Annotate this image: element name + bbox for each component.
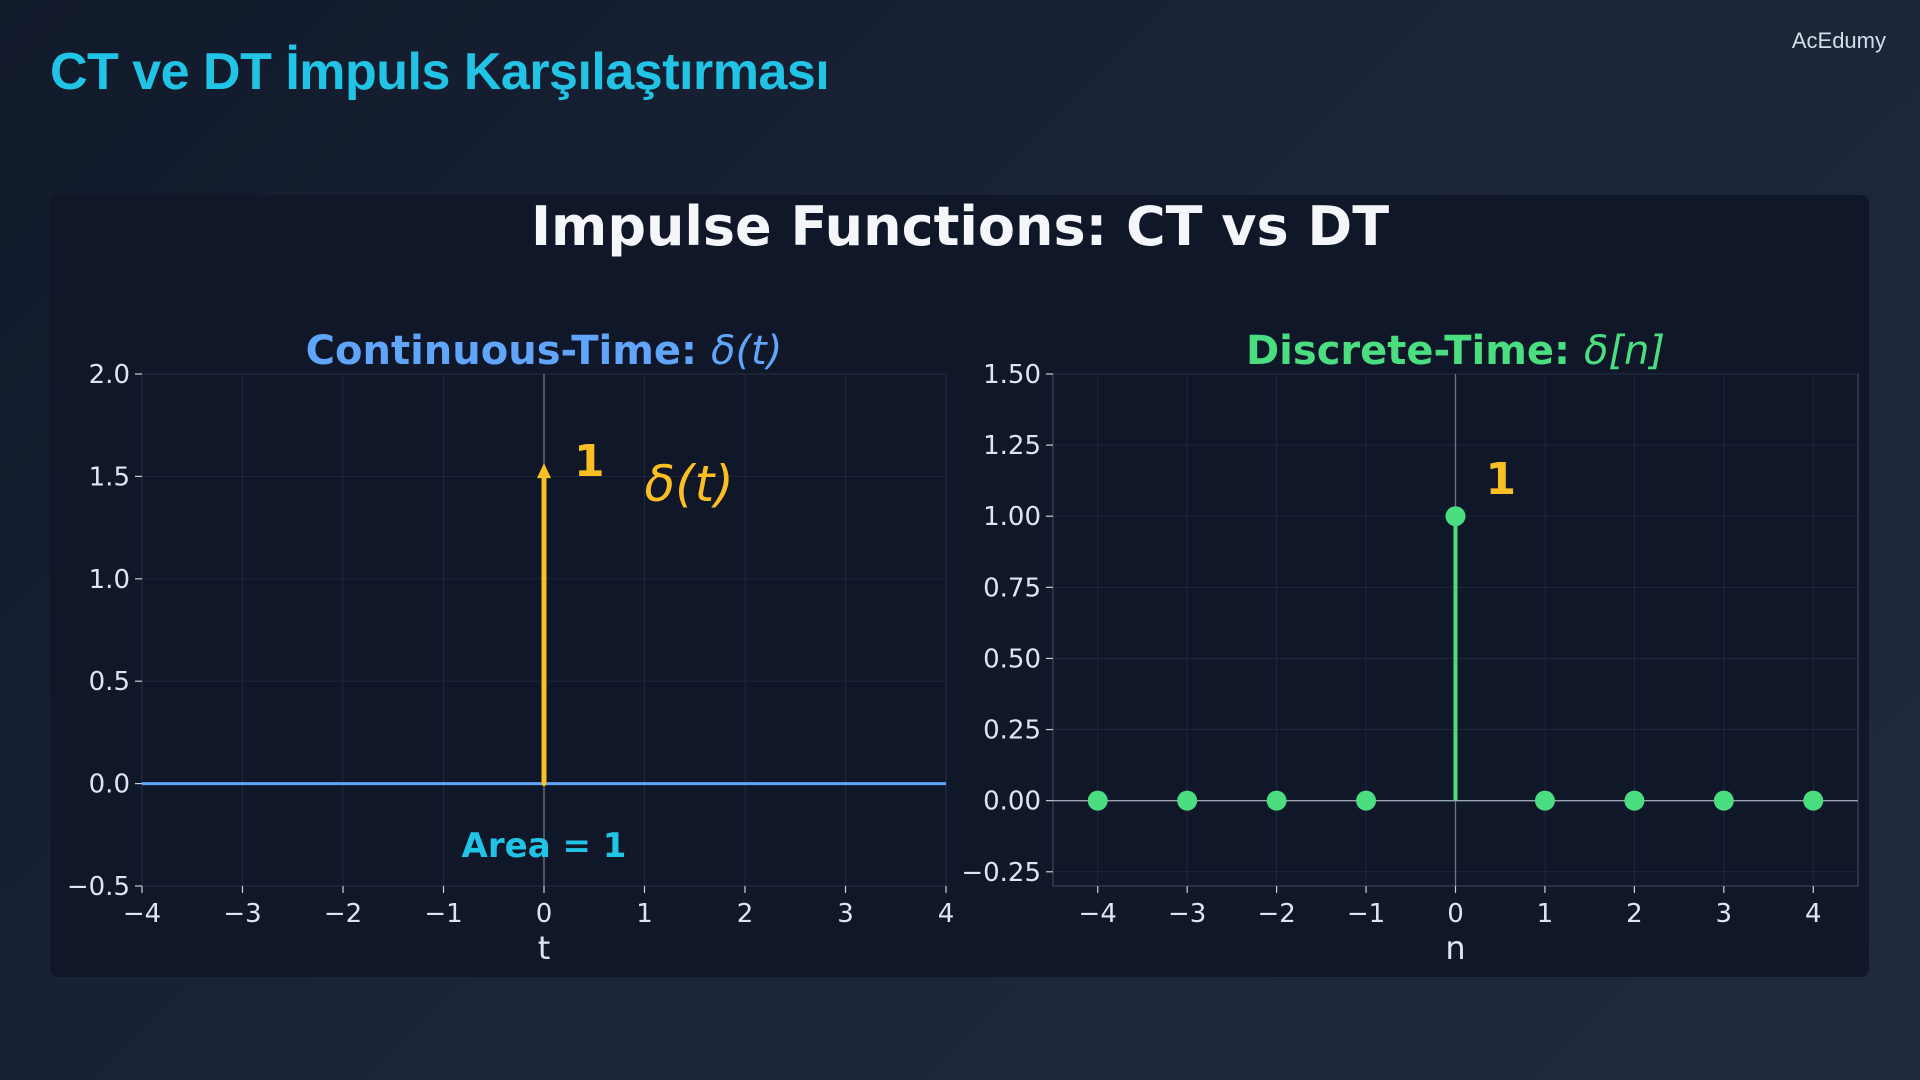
- dt-stem-marker: [1177, 790, 1198, 811]
- dt-xtick-label: −4: [1079, 899, 1117, 929]
- dt-xtick-label: 4: [1805, 899, 1822, 929]
- dt-stem-marker: [1803, 790, 1824, 811]
- dt-impulse-weight-label: 1: [1486, 454, 1517, 505]
- ct-xtick-label: −3: [223, 899, 261, 929]
- ct-area-label: Area = 1: [462, 826, 627, 866]
- ct-xtick-label: 0: [536, 899, 553, 929]
- dt-ytick-label: 0.00: [983, 787, 1041, 817]
- dt-xlabel: n: [1445, 929, 1465, 967]
- ct-xlabel: t: [538, 929, 551, 967]
- dt-panel-title: Discrete-Time: δ[n]: [1246, 328, 1665, 374]
- ct-ytick-label: 2.0: [89, 360, 130, 390]
- ct-ytick-label: −0.5: [67, 872, 130, 902]
- dt-stem-marker: [1356, 790, 1377, 811]
- ct-ytick-label: 0.5: [89, 667, 130, 697]
- ct-xtick-label: −1: [424, 899, 462, 929]
- dt-ytick-label: 1.00: [983, 502, 1041, 532]
- ct-xtick-label: 3: [837, 899, 854, 929]
- ct-xtick-label: 2: [737, 899, 754, 929]
- dt-ytick-label: 0.50: [983, 644, 1041, 674]
- dt-xtick-label: −3: [1168, 899, 1206, 929]
- dt-stem-marker: [1087, 790, 1108, 811]
- ct-xtick-label: −2: [324, 899, 362, 929]
- dt-xtick-label: −1: [1347, 899, 1385, 929]
- dt-ytick-label: 0.25: [983, 716, 1041, 746]
- ct-xtick-label: −4: [123, 899, 161, 929]
- dt-stem-marker: [1445, 506, 1466, 527]
- dt-xtick-label: 2: [1626, 899, 1643, 929]
- ct-xtick-label: 1: [636, 899, 653, 929]
- brand-logo-text: AcEdumy: [1791, 28, 1886, 53]
- dt-stem-marker: [1266, 790, 1287, 811]
- ct-ytick-label: 1.0: [89, 565, 130, 595]
- chart-title: Impulse Functions: CT vs DT: [531, 195, 1389, 258]
- ct-xtick-label: 4: [938, 899, 955, 929]
- ct-delta-label: δ(t): [645, 455, 734, 513]
- ct-ytick-label: 0.0: [89, 770, 130, 800]
- slide-title: CT ve DT İmpuls Karşılaştırması: [50, 43, 830, 101]
- dt-ytick-label: 1.25: [983, 431, 1041, 461]
- dt-stem-marker: [1534, 790, 1555, 811]
- dt-xtick-label: 3: [1716, 899, 1733, 929]
- dt-ytick-label: 1.50: [983, 360, 1041, 390]
- dt-xtick-label: 0: [1447, 899, 1464, 929]
- dt-xtick-label: −2: [1257, 899, 1295, 929]
- dt-stem-marker: [1624, 790, 1645, 811]
- ct-ytick-label: 1.5: [89, 462, 130, 492]
- dt-ytick-label: 0.75: [983, 573, 1041, 603]
- dt-xtick-label: 1: [1537, 899, 1554, 929]
- ct-panel-title: Continuous-Time: δ(t): [306, 328, 783, 374]
- dt-ytick-label: −0.25: [961, 858, 1041, 888]
- dt-stem-marker: [1713, 790, 1734, 811]
- ct-impulse-arrowhead: [537, 463, 551, 479]
- ct-impulse-weight-label: 1: [574, 436, 605, 487]
